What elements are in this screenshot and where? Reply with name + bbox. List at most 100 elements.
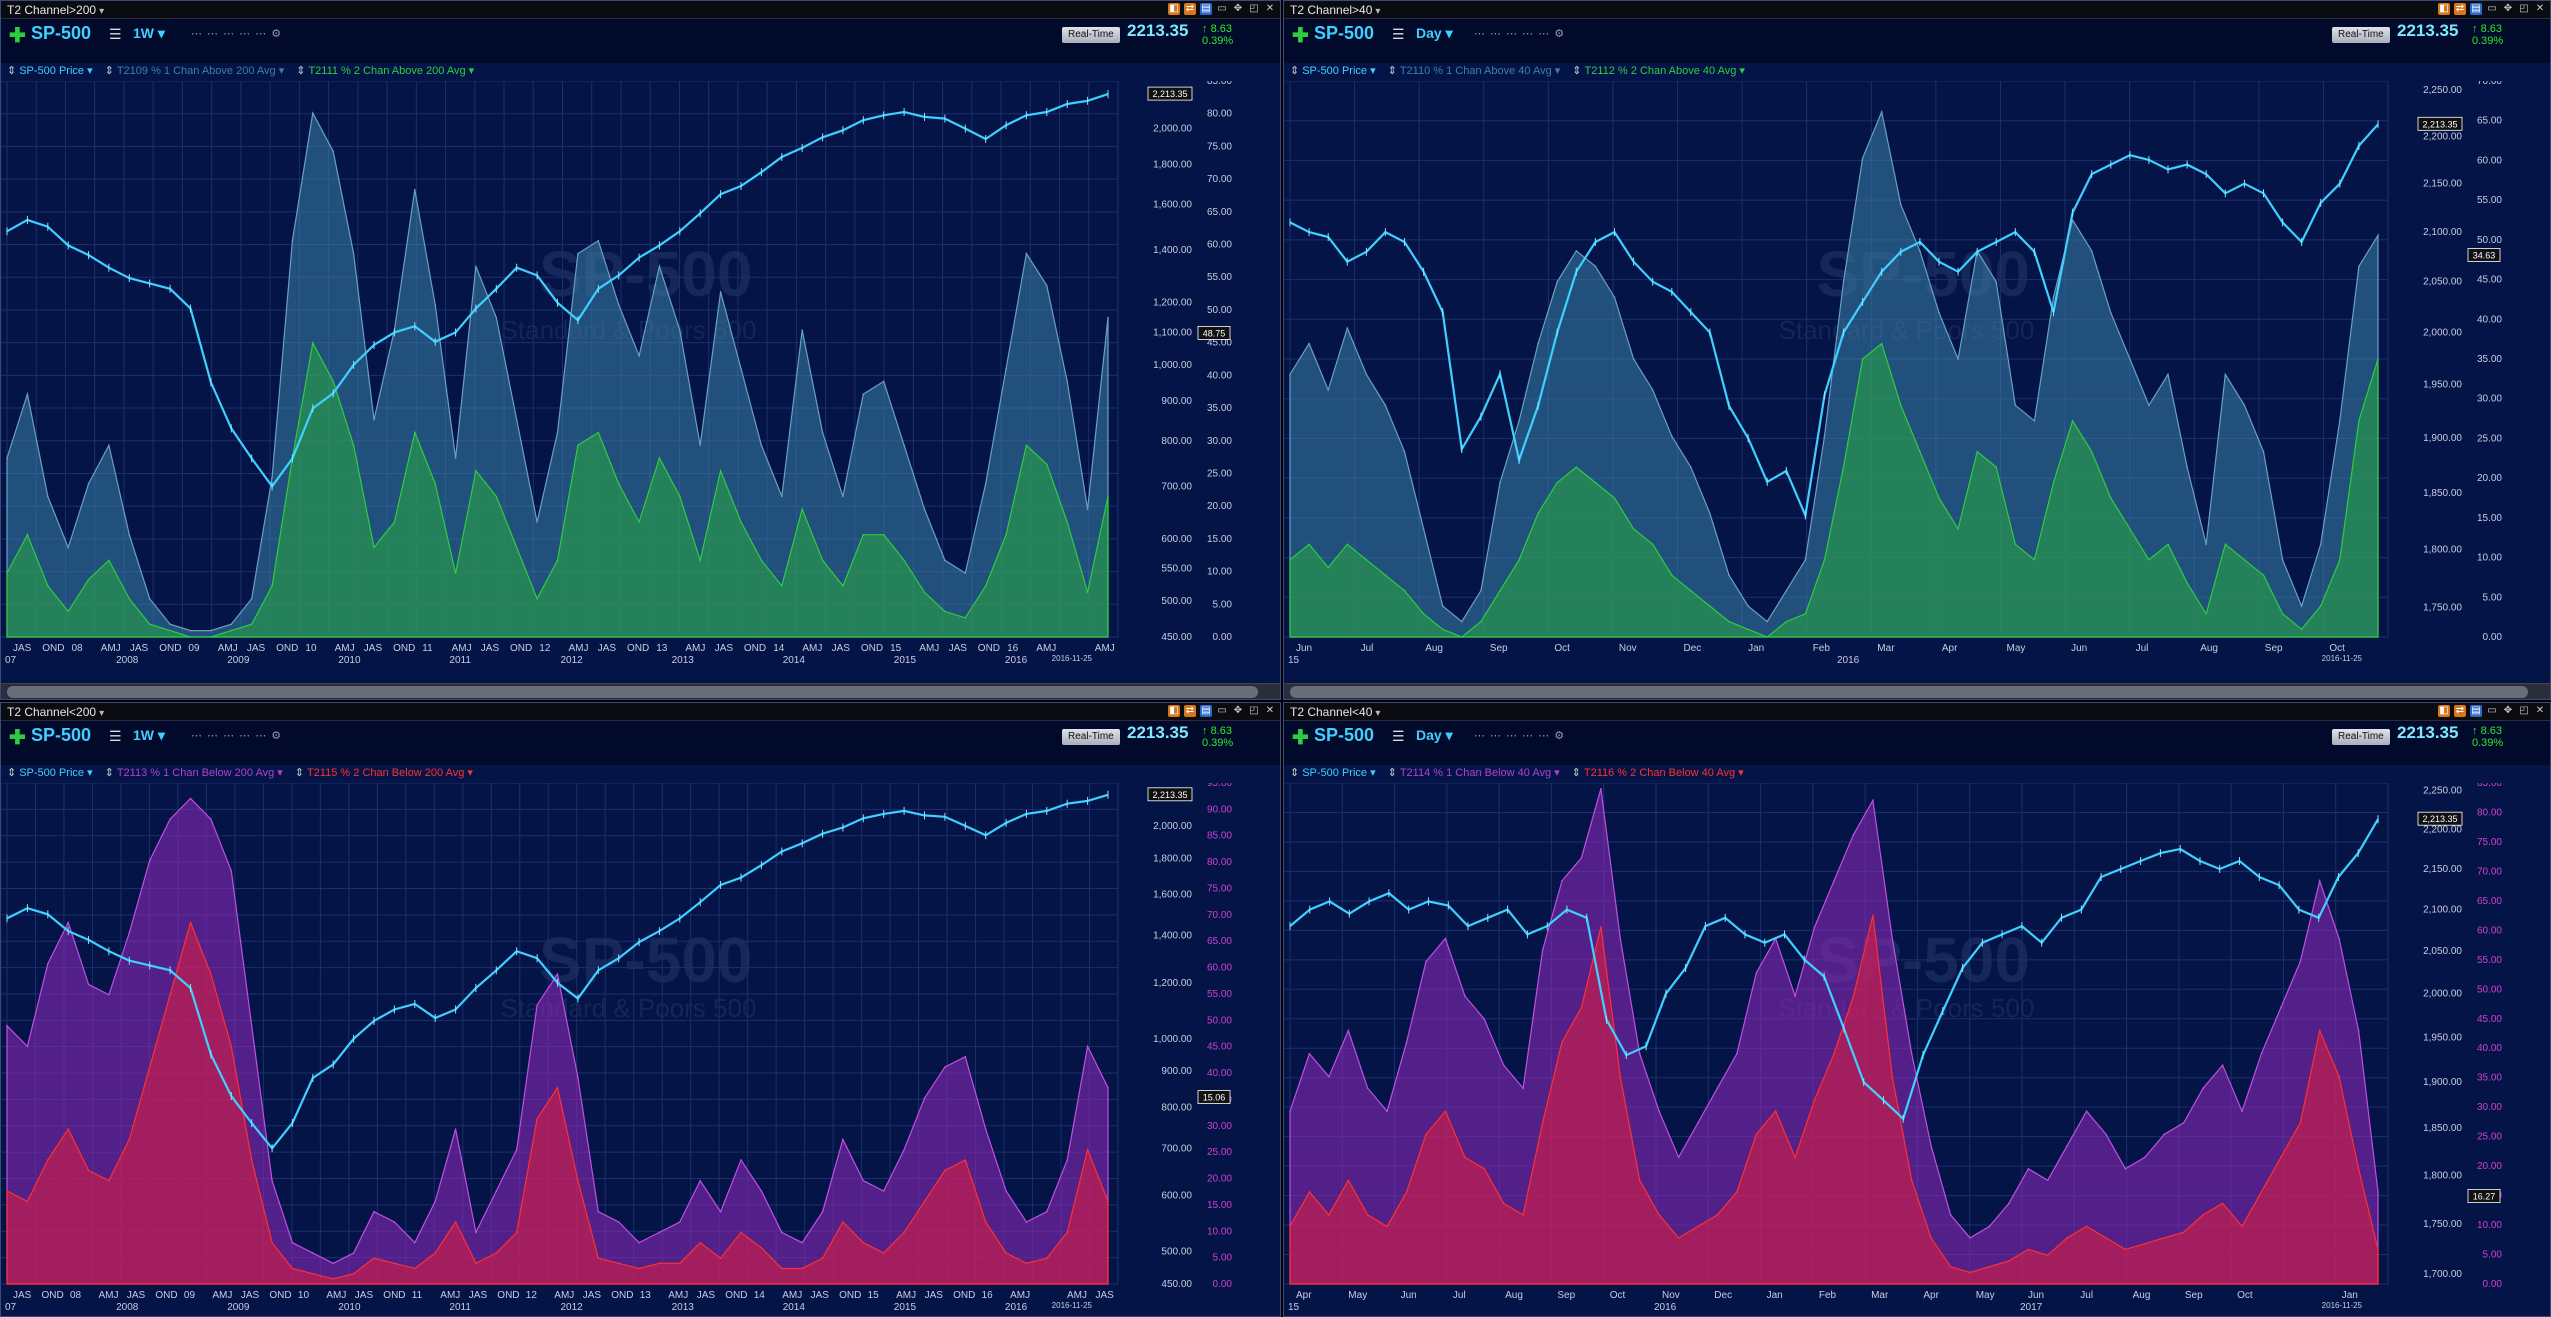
sync-icon[interactable]: ⇄ bbox=[1184, 3, 1196, 15]
legend-item[interactable]: ⇕ T2113 % 1 Chan Below 200 Avg ▾ bbox=[105, 767, 283, 779]
reorder-icon[interactable]: ⇕ bbox=[1571, 767, 1581, 779]
add-symbol-icon[interactable]: ✚ bbox=[9, 25, 26, 47]
maximize-icon[interactable]: ◰ bbox=[1249, 3, 1259, 14]
legend-label[interactable]: T2115 % 2 Chan Below 200 Avg bbox=[307, 767, 465, 779]
reorder-icon[interactable]: ⇕ bbox=[104, 767, 114, 779]
symbol-name[interactable]: SP-500 bbox=[1314, 725, 1375, 745]
realtime-button[interactable]: Real-Time bbox=[2332, 27, 2390, 43]
legend-dropdown-icon[interactable]: ▾ bbox=[464, 767, 473, 779]
legend-label[interactable]: T2110 % 1 Chan Above 40 Avg bbox=[1399, 65, 1552, 77]
legend-item[interactable]: ⇕ T2110 % 1 Chan Above 40 Avg ▾ bbox=[1388, 65, 1561, 77]
symbol-name[interactable]: SP-500 bbox=[31, 23, 92, 43]
sync-icon[interactable]: ⇄ bbox=[1184, 705, 1196, 717]
reorder-icon[interactable]: ⇕ bbox=[104, 65, 114, 77]
reorder-icon[interactable]: ⇕ bbox=[294, 767, 304, 779]
pane-title[interactable]: T2 Channel>200 bbox=[7, 3, 97, 17]
realtime-button[interactable]: Real-Time bbox=[1062, 729, 1120, 745]
close-icon[interactable]: ✕ bbox=[2535, 3, 2545, 14]
minimize-icon[interactable]: ▭ bbox=[1217, 705, 1227, 716]
realtime-button[interactable]: Real-Time bbox=[2332, 729, 2390, 745]
watchlist-icon[interactable]: ☰ bbox=[1392, 728, 1405, 744]
reorder-icon[interactable]: ⇕ bbox=[1387, 65, 1397, 77]
watchlist-icon[interactable]: ☰ bbox=[109, 26, 122, 42]
pane-title[interactable]: T2 Channel<200 bbox=[7, 705, 97, 719]
chart-canvas[interactable]: 2,250.00 2,200.00 2,150.00 2,100.00 2,050.00… bbox=[1284, 783, 2551, 1317]
legend-label[interactable]: T2111 % 2 Chan Above 200 Avg bbox=[308, 65, 466, 77]
reorder-icon[interactable]: ⇕ bbox=[1290, 767, 1300, 779]
legend-dropdown-icon[interactable]: ▾ bbox=[1551, 767, 1560, 779]
drawing-tools[interactable]: ⋯ ⋯ ⋯ ⋯ ⋯ ⚙ bbox=[1474, 28, 1566, 40]
legend-label[interactable]: T2114 % 1 Chan Below 40 Avg bbox=[1399, 767, 1552, 779]
time-scrollbar[interactable] bbox=[1284, 683, 2550, 699]
template-icon[interactable]: ▤ bbox=[2470, 3, 2482, 15]
legend-dropdown-icon[interactable]: ▾ bbox=[84, 767, 93, 779]
add-symbol-icon[interactable]: ✚ bbox=[1292, 727, 1309, 749]
add-symbol-icon[interactable]: ✚ bbox=[9, 727, 26, 749]
chart-canvas[interactable]: 2,000.00 1,800.00 1,600.00 1,400.00 1,200.00… bbox=[1, 81, 1281, 700]
legend-item[interactable]: ⇕ SP-500 Price ▾ bbox=[1290, 767, 1376, 779]
legend-item[interactable]: ⇕ T2114 % 1 Chan Below 40 Avg ▾ bbox=[1388, 767, 1560, 779]
legend-dropdown-icon[interactable]: ▾ bbox=[1551, 65, 1561, 77]
link-icon[interactable]: ◧ bbox=[1168, 705, 1180, 717]
legend-label[interactable]: T2116 % 2 Chan Below 40 Avg bbox=[1583, 767, 1736, 779]
legend-label[interactable]: SP-500 Price bbox=[19, 767, 85, 779]
legend-item[interactable]: ⇕ SP-500 Price ▾ bbox=[7, 767, 93, 779]
reorder-icon[interactable]: ⇕ bbox=[1290, 65, 1300, 77]
interval-selector[interactable]: Day ▾ bbox=[1416, 727, 1453, 744]
title-dropdown-icon[interactable]: ▾ bbox=[1375, 708, 1381, 719]
symbol-name[interactable]: SP-500 bbox=[1314, 23, 1375, 43]
move-icon[interactable]: ✥ bbox=[1233, 3, 1243, 14]
legend-dropdown-icon[interactable]: ▾ bbox=[274, 767, 283, 779]
legend-label[interactable]: SP-500 Price bbox=[1302, 65, 1368, 77]
legend-dropdown-icon[interactable]: ▾ bbox=[1735, 767, 1744, 779]
sync-icon[interactable]: ⇄ bbox=[2454, 705, 2466, 717]
symbol-name[interactable]: SP-500 bbox=[31, 725, 92, 745]
pane-titlebar[interactable]: T2 Channel>200 ▾ ◧ ⇄ ▤ ▭ ✥ ◰ ✕ bbox=[1, 1, 1280, 19]
scrollbar-thumb[interactable] bbox=[7, 686, 1258, 698]
maximize-icon[interactable]: ◰ bbox=[1249, 705, 1259, 716]
link-icon[interactable]: ◧ bbox=[1168, 3, 1180, 15]
pane-title[interactable]: T2 Channel>40 bbox=[1290, 3, 1373, 17]
template-icon[interactable]: ▤ bbox=[2470, 705, 2482, 717]
legend-item[interactable]: ⇕ T2115 % 2 Chan Below 200 Avg ▾ bbox=[295, 767, 473, 779]
reorder-icon[interactable]: ⇕ bbox=[1387, 767, 1397, 779]
reorder-icon[interactable]: ⇕ bbox=[296, 65, 306, 77]
legend-item[interactable]: ⇕ T2109 % 1 Chan Above 200 Avg ▾ bbox=[105, 65, 285, 77]
chart-canvas[interactable]: 2,250.00 2,200.00 2,150.00 2,100.00 2,050.00… bbox=[1284, 81, 2551, 700]
legend-item[interactable]: ⇕ SP-500 Price ▾ bbox=[1290, 65, 1376, 77]
pane-titlebar[interactable]: T2 Channel<200 ▾ ◧ ⇄ ▤ ▭ ✥ ◰ ✕ bbox=[1, 703, 1280, 721]
scrollbar-thumb[interactable] bbox=[1290, 686, 2528, 698]
legend-label[interactable]: T2113 % 1 Chan Below 200 Avg bbox=[116, 767, 275, 779]
legend-dropdown-icon[interactable]: ▾ bbox=[275, 65, 285, 77]
title-dropdown-icon[interactable]: ▾ bbox=[1375, 6, 1381, 17]
maximize-icon[interactable]: ◰ bbox=[2519, 3, 2529, 14]
legend-label[interactable]: T2109 % 1 Chan Above 200 Avg bbox=[116, 65, 276, 77]
pane-titlebar[interactable]: T2 Channel>40 ▾ ◧ ⇄ ▤ ▭ ✥ ◰ ✕ bbox=[1284, 1, 2550, 19]
link-icon[interactable]: ◧ bbox=[2438, 705, 2450, 717]
minimize-icon[interactable]: ▭ bbox=[1217, 3, 1227, 14]
minimize-icon[interactable]: ▭ bbox=[2487, 705, 2497, 716]
reorder-icon[interactable]: ⇕ bbox=[1572, 65, 1582, 77]
legend-label[interactable]: SP-500 Price bbox=[19, 65, 85, 77]
close-icon[interactable]: ✕ bbox=[1265, 3, 1275, 14]
realtime-button[interactable]: Real-Time bbox=[1062, 27, 1120, 43]
legend-dropdown-icon[interactable]: ▾ bbox=[1367, 767, 1376, 779]
legend-dropdown-icon[interactable]: ▾ bbox=[1736, 65, 1745, 77]
reorder-icon[interactable]: ⇕ bbox=[7, 767, 17, 779]
drawing-tools[interactable]: ⋯ ⋯ ⋯ ⋯ ⋯ ⚙ bbox=[191, 730, 283, 742]
chart-canvas[interactable]: 2,000.00 1,800.00 1,600.00 1,400.00 1,200.00… bbox=[1, 783, 1281, 1317]
interval-selector[interactable]: Day ▾ bbox=[1416, 25, 1453, 42]
legend-label[interactable]: SP-500 Price bbox=[1302, 767, 1368, 779]
link-icon[interactable]: ◧ bbox=[2438, 3, 2450, 15]
legend-dropdown-icon[interactable]: ▾ bbox=[84, 65, 93, 77]
move-icon[interactable]: ✥ bbox=[2503, 3, 2513, 14]
legend-label[interactable]: T2112 % 2 Chan Above 40 Avg bbox=[1584, 65, 1737, 77]
pane-titlebar[interactable]: T2 Channel<40 ▾ ◧ ⇄ ▤ ▭ ✥ ◰ ✕ bbox=[1284, 703, 2550, 721]
watchlist-icon[interactable]: ☰ bbox=[1392, 26, 1405, 42]
legend-dropdown-icon[interactable]: ▾ bbox=[465, 65, 475, 77]
reorder-icon[interactable]: ⇕ bbox=[7, 65, 17, 77]
template-icon[interactable]: ▤ bbox=[1200, 705, 1212, 717]
watchlist-icon[interactable]: ☰ bbox=[109, 728, 122, 744]
close-icon[interactable]: ✕ bbox=[2535, 705, 2545, 716]
interval-selector[interactable]: 1W ▾ bbox=[133, 727, 165, 744]
